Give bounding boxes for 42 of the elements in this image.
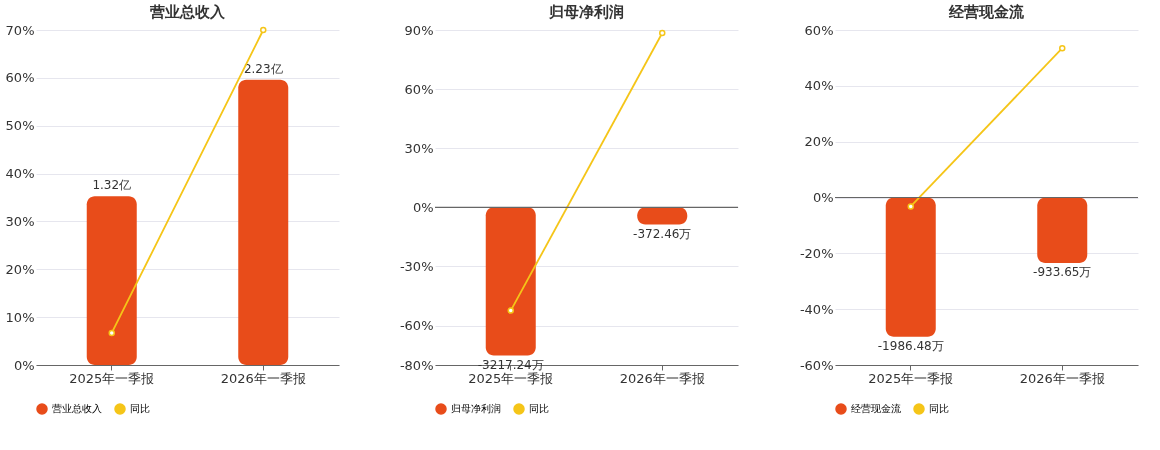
legend-label: 归母净利润 — [451, 403, 501, 414]
data-label: -372.46万 — [633, 226, 692, 241]
data-label: 2.23亿 — [243, 61, 283, 76]
y-tick-label: 0% — [13, 357, 35, 373]
chart-title: 归母净利润 — [548, 3, 624, 21]
x-tick-label: 2025年一季报 — [868, 370, 954, 386]
y-tick-label: 70% — [5, 22, 35, 38]
x-tick-label: 2026年一季报 — [1019, 370, 1105, 386]
y-tick-label: 60% — [804, 22, 834, 38]
x-tick-label: 2026年一季报 — [220, 370, 306, 386]
y-tick-label: -60% — [799, 357, 834, 373]
chart-title: 经营现金流 — [948, 3, 1025, 21]
y-tick-label: 20% — [804, 134, 834, 150]
y-tick-label: 40% — [5, 166, 35, 182]
data-label: -933.65万 — [1033, 264, 1092, 279]
x-tick-label: 2025年一季报 — [69, 370, 155, 386]
y-tick-label: 50% — [5, 118, 35, 134]
x-tick-label: 2025年一季报 — [468, 370, 554, 386]
legend-label: 同比 — [929, 403, 949, 414]
y-tick-label: -20% — [799, 245, 834, 261]
y-tick-label: 60% — [5, 70, 35, 86]
legend-label: 同比 — [130, 403, 150, 414]
y-tick-label: -40% — [799, 301, 834, 317]
legend-label: 经营现金流 — [851, 403, 901, 414]
y-tick-label: 40% — [804, 78, 834, 94]
y-tick-label: 30% — [5, 213, 35, 229]
y-tick-label: -30% — [399, 258, 434, 274]
y-tick-label: 90% — [404, 22, 434, 38]
chart-title: 营业总收入 — [149, 3, 226, 21]
data-label: -1986.48万 — [877, 338, 944, 353]
y-tick-label: 0% — [812, 190, 834, 205]
data-label: 1.32亿 — [92, 178, 132, 193]
y-tick-label: 30% — [404, 140, 434, 156]
y-tick-label: 20% — [5, 261, 35, 277]
y-tick-label: 60% — [404, 81, 434, 97]
x-tick-label: 2026年一季报 — [619, 370, 705, 386]
y-tick-label: 0% — [412, 199, 434, 215]
y-tick-label: 10% — [5, 309, 35, 325]
y-tick-label: -60% — [399, 318, 434, 334]
legend-label: 同比 — [529, 403, 549, 414]
legend-label: 营业总收入 — [52, 403, 102, 414]
y-tick-label: -80% — [399, 357, 434, 373]
